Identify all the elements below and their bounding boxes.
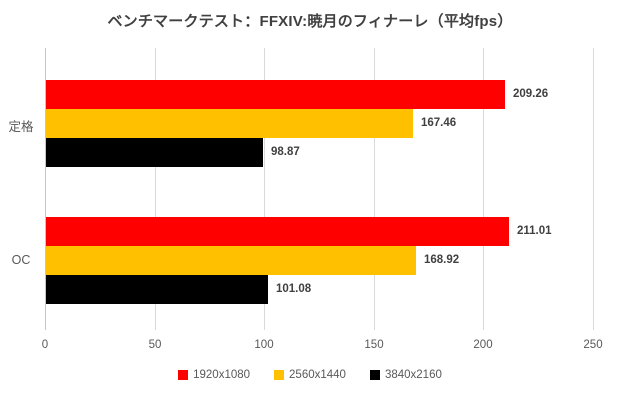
value-label: 211.01 — [517, 225, 552, 237]
category-label: 定格 — [8, 120, 34, 134]
category-label: OC — [11, 253, 31, 267]
bar — [46, 217, 509, 246]
value-label: 168.92 — [424, 254, 460, 266]
x-tick-label: 0 — [41, 339, 49, 351]
bar — [46, 138, 263, 167]
legend-label: 3840x2160 — [384, 369, 442, 381]
x-tick-label: 50 — [148, 339, 162, 351]
gridline — [593, 48, 594, 330]
legend-label: 1920x1080 — [193, 369, 251, 381]
gridline — [483, 48, 484, 330]
value-label: 167.46 — [421, 117, 457, 129]
legend-swatch-icon — [369, 370, 380, 380]
x-tick-label: 100 — [254, 339, 274, 351]
legend-item: 2560x1440 — [274, 369, 346, 381]
bar — [46, 80, 505, 109]
bar — [46, 275, 268, 304]
bar — [46, 109, 413, 138]
legend: 1920x1080 2560x1440 3840x2160 — [0, 369, 620, 381]
legend-label: 2560x1440 — [289, 369, 346, 381]
gridline — [264, 48, 265, 330]
x-tick-label: 250 — [583, 339, 603, 351]
value-label: 98.87 — [271, 146, 300, 158]
legend-swatch-icon — [178, 370, 189, 380]
x-tick-label: 200 — [473, 339, 493, 351]
value-label: 209.26 — [513, 88, 549, 100]
bar — [46, 246, 416, 275]
legend-item: 3840x2160 — [369, 369, 442, 381]
legend-item: 1920x1080 — [178, 369, 250, 381]
gridline — [374, 48, 375, 330]
x-tick-label: 150 — [364, 339, 384, 351]
chart-title: ベンチマークテスト：FFXIV:暁月のフィナーレ（平均fps） — [107, 13, 513, 30]
gridline — [155, 48, 156, 330]
value-label: 101.08 — [276, 283, 312, 295]
legend-swatch-icon — [274, 370, 285, 380]
x-axis-line — [45, 48, 46, 330]
